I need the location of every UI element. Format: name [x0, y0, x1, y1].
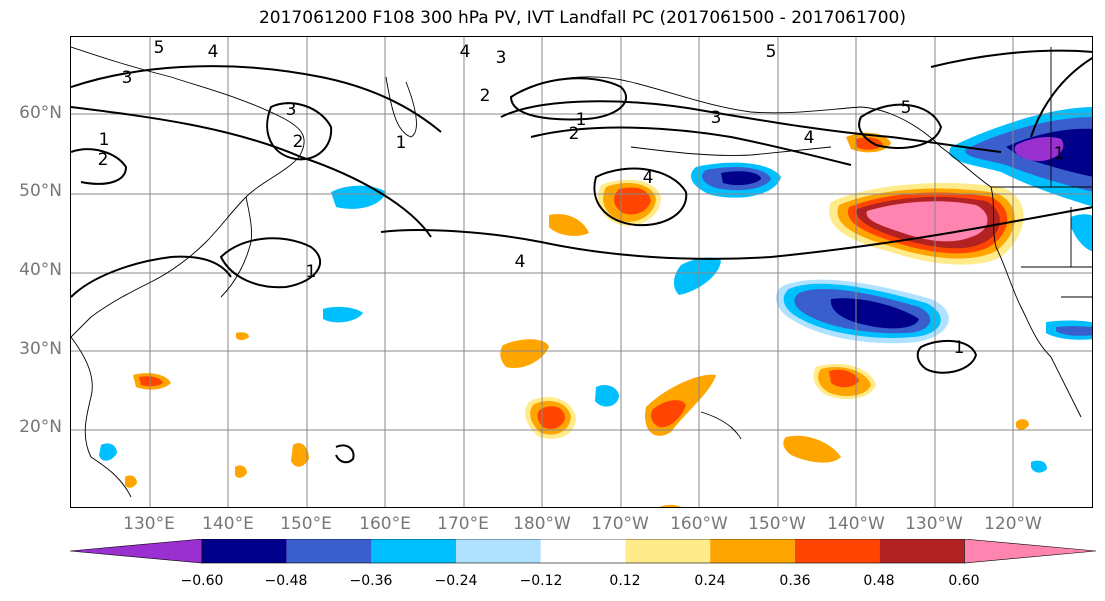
map-panel: 5 4 3 4 3 2 1 5 1 2 3 4 5 4 3 2 1 2 4 1 … [70, 36, 1093, 508]
coastlines [71, 46, 1092, 498]
lon-label: 150°W [748, 514, 806, 534]
colorbar-tick: −0.60 [180, 573, 224, 589]
lat-label-20n: 20°N [19, 417, 62, 437]
lon-label: 140°W [827, 514, 885, 534]
colorbar-swatch [202, 539, 287, 563]
gridlines [71, 37, 1092, 507]
colorbar-swatch [879, 539, 965, 563]
colorbar [69, 539, 1097, 564]
lon-label: 130°W [905, 514, 963, 534]
lat-label-50n: 50°N [19, 181, 62, 201]
ivt-shading [99, 107, 1092, 507]
contour-label: 5 [901, 98, 912, 118]
colorbar-tick: 0.48 [863, 573, 895, 589]
contour-label: 5 [766, 42, 777, 62]
colorbar-tick: 0.60 [948, 573, 980, 589]
contour-label: 2 [480, 86, 491, 106]
coast-hawaii [700, 411, 742, 440]
lon-label: 170°E [437, 514, 489, 534]
contour-label: 4 [643, 168, 654, 188]
lat-label-60n: 60°N [19, 103, 62, 123]
contour-label: 4 [208, 42, 219, 62]
contour-label: 2 [293, 132, 304, 152]
colorbar-tick: −0.48 [264, 573, 308, 589]
colorbar-swatch [710, 539, 795, 563]
contour-label: 4 [804, 128, 815, 148]
contour-label: 3 [286, 100, 297, 120]
lat-label-40n: 40°N [19, 260, 62, 280]
lon-label: 170°W [591, 514, 649, 534]
contour-label: 4 [515, 252, 526, 272]
lon-label: 140°E [202, 514, 254, 534]
colorbar-extend-high [963, 539, 1097, 564]
coast-china [71, 336, 132, 498]
colorbar-swatch [286, 539, 372, 563]
colorbar-tick: 0.24 [694, 573, 726, 589]
lat-label-30n: 30°N [19, 339, 62, 359]
borders-na [991, 47, 1092, 298]
colorbar-swatch [540, 539, 626, 563]
colorbar-tick: 0.12 [609, 573, 641, 589]
colorbar-swatch [794, 539, 880, 563]
contour-label: 1 [954, 338, 965, 358]
colorbar-tick: −0.36 [349, 573, 393, 589]
colorbar-swatch [456, 539, 541, 563]
coast-alaska [520, 76, 992, 188]
lon-label: 150°E [280, 514, 332, 534]
contour-label: 1 [396, 133, 407, 153]
contour-label: 2 [98, 150, 109, 170]
colorbar-tick: 0.36 [779, 573, 811, 589]
contour-label: 2 [569, 124, 580, 144]
contour-label: 3 [122, 68, 133, 88]
colorbar-tick: −0.24 [434, 573, 478, 589]
pv-contours [71, 49, 1092, 464]
coast-kamchatka [385, 76, 417, 138]
pv-contour-labels: 5 4 3 4 3 2 1 5 1 2 3 4 5 4 3 2 1 2 4 1 … [98, 38, 1065, 358]
colorbar-tick: −0.12 [519, 573, 563, 589]
lon-label: 130°E [123, 514, 175, 534]
coast-na-west [990, 186, 1082, 418]
colorbar-swatch [625, 539, 711, 563]
contour-label: 3 [496, 48, 507, 68]
lon-label: 180°W [513, 514, 571, 534]
coast-asia [71, 46, 305, 338]
map-svg: 5 4 3 4 3 2 1 5 1 2 3 4 5 4 3 2 1 2 4 1 … [71, 37, 1092, 507]
colorbar-swatch [371, 539, 457, 563]
colorbar-extend-low [69, 539, 203, 564]
coast-japan [220, 196, 252, 298]
contour-label: 5 [154, 38, 165, 58]
figure-title: 2017061200 F108 300 hPa PV, IVT Landfall… [258, 8, 906, 28]
lon-label: 120°W [984, 514, 1042, 534]
coast-aleutians [630, 146, 832, 156]
lon-label: 160°W [670, 514, 728, 534]
contour-label: 1 [99, 130, 110, 150]
contour-label: 1 [576, 110, 587, 130]
lon-label: 160°E [359, 514, 411, 534]
contour-label: 1 [306, 262, 317, 282]
contour-label: 1 [1054, 144, 1065, 164]
contour-label: 4 [460, 42, 471, 62]
contour-label: 3 [711, 108, 722, 128]
